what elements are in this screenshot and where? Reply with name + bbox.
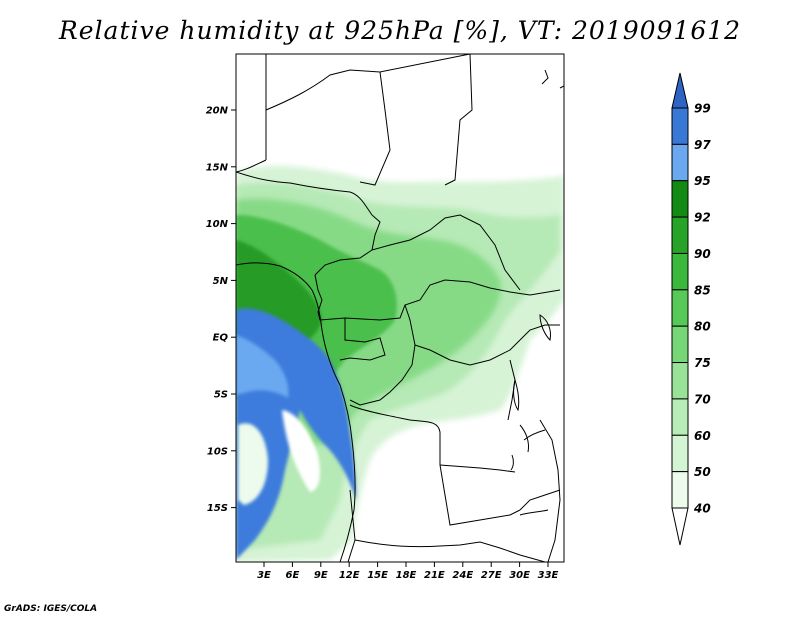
- colorbar-level-label: 95: [694, 174, 711, 188]
- longitude-label: 9E: [314, 570, 328, 581]
- colorbar-level-label: 50: [694, 465, 711, 479]
- lakes: [510, 314, 551, 516]
- map-frame: [235, 53, 565, 563]
- colorbar-level-label: 40: [693, 502, 711, 516]
- colorbar-level-label: 92: [694, 211, 711, 225]
- colorbar-segment: [671, 107, 689, 145]
- latitude-label: 5N: [213, 276, 229, 287]
- latitude-label: EQ: [213, 333, 229, 344]
- country-borders: [236, 54, 564, 562]
- latitude-label: 15N: [206, 162, 229, 173]
- latitude-label: 15S: [207, 503, 228, 514]
- longitude-label: 15E: [367, 570, 388, 581]
- colorbar: 99 97 95 92 90 85 80 75 70 60 50 40: [671, 72, 711, 546]
- colorbar-level-label: 97: [694, 138, 711, 152]
- longitude-label: 18E: [396, 570, 417, 581]
- humidity-field: [236, 165, 564, 562]
- colorbar-level-label: 70: [694, 392, 711, 406]
- colorbar-segment: [671, 143, 689, 182]
- longitude-label: 12E: [339, 570, 360, 581]
- longitude-label: 24E: [452, 570, 473, 581]
- colorbar-segment: [671, 325, 689, 364]
- colorbar-segment: [671, 216, 689, 254]
- colorbar-level-label: 75: [694, 356, 711, 370]
- latitude-label: 20N: [206, 106, 229, 117]
- colorbar-level-label: 60: [694, 429, 711, 443]
- latitude-label: 10S: [207, 446, 228, 457]
- colorbar-level-label: 80: [694, 320, 711, 334]
- colorbar-segment: [671, 471, 689, 509]
- longitude-label: 30E: [509, 570, 530, 581]
- coastline: [236, 262, 356, 562]
- colorbar-bottom-arrow: [671, 507, 689, 546]
- colorbar-segment: [671, 362, 689, 400]
- longitude-label: 6E: [286, 570, 300, 581]
- colorbar-segment: [671, 434, 689, 473]
- colorbar-level-label: 90: [694, 247, 711, 261]
- colorbar-level-label: 85: [694, 283, 711, 297]
- colorbar-level-label: 99: [694, 102, 711, 116]
- latitude-label: 10N: [206, 219, 229, 230]
- latitude-label: 5S: [214, 390, 228, 401]
- colorbar-segment: [671, 289, 689, 327]
- colorbar-segment: [671, 180, 689, 218]
- grads-credit: GrADS: IGES/COLA: [4, 604, 98, 614]
- longitude-label: 21E: [424, 570, 445, 581]
- colorbar-top-arrow: [671, 72, 689, 109]
- longitude-label: 3E: [257, 570, 271, 581]
- colorbar-segment: [671, 398, 689, 436]
- latitude-axis: 20N 15N 10N 5N EQ 5S 10S 15S: [206, 106, 236, 514]
- map-title: Relative humidity at 925hPa [%], VT: 201…: [58, 16, 742, 45]
- colorbar-segment: [671, 252, 689, 291]
- longitude-label: 33E: [538, 570, 559, 581]
- longitude-label: 27E: [481, 570, 502, 581]
- longitude-axis: 3E 6E 9E 12E 15E 18E 21E 24E 27E 30E 33E: [257, 562, 559, 581]
